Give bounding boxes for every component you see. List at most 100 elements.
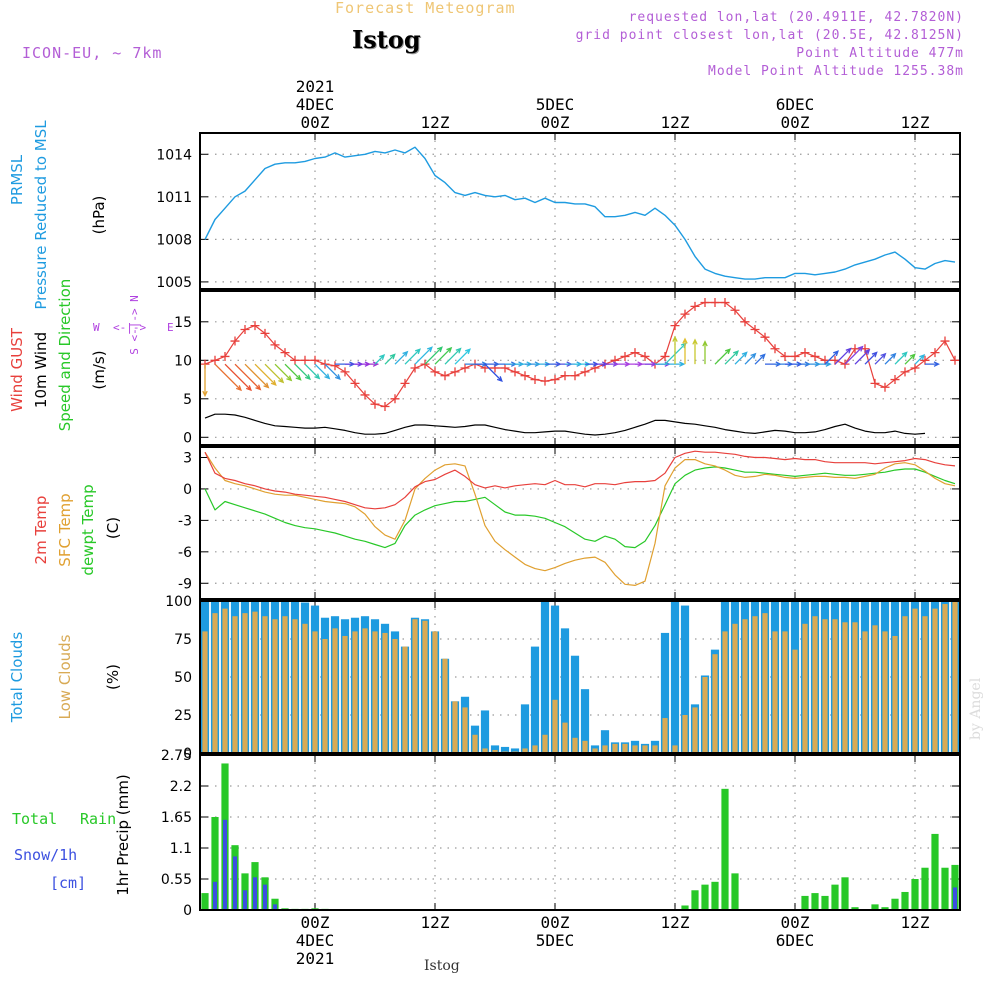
low-cloud-bar — [672, 745, 678, 753]
low-cloud-bar — [402, 646, 408, 753]
y-tick-label: 0.55 — [161, 872, 192, 888]
wind-direction-arrow — [894, 351, 908, 365]
gust-marker — [660, 351, 670, 361]
wind-direction-arrow — [692, 338, 698, 365]
bottom-date-label: 5DEC — [536, 931, 575, 950]
low-cloud-bar — [912, 608, 918, 753]
gust-marker — [460, 363, 470, 373]
rain-bar — [851, 907, 859, 910]
panel-frame-wind — [199, 290, 961, 446]
wind-direction-arrow — [304, 363, 321, 380]
wind-direction-arrow — [202, 364, 208, 398]
bottom-time-label: 12Z — [901, 913, 930, 932]
pressure-ylabel-1: PRMSL — [8, 154, 26, 205]
bottom-year-label: 2021 — [296, 949, 335, 968]
gust-marker — [230, 336, 240, 346]
compass-arrows: <-|-> — [113, 321, 146, 334]
temp-ylabel-dewpt: dewpt Temp — [79, 484, 97, 575]
pressure-line — [204, 146, 956, 280]
total-cloud-bar — [600, 730, 610, 753]
gust-marker — [350, 378, 360, 388]
sfc-temp-line — [204, 451, 956, 587]
compass-w: W — [93, 321, 100, 334]
gust-marker — [550, 375, 560, 385]
gust-marker — [500, 363, 510, 373]
low-cloud-bar — [702, 677, 708, 753]
wind-direction-arrow — [314, 363, 331, 380]
wind-direction-arrow — [394, 350, 409, 365]
low-cloud-bar — [852, 622, 858, 753]
wind-gust-line — [204, 301, 956, 408]
y-tick-label: 25 — [174, 708, 192, 724]
wind-direction-arrow — [702, 340, 708, 365]
y-tick-label: 0 — [183, 430, 192, 446]
wind-direction-arrow — [864, 351, 878, 365]
gust-marker — [670, 321, 680, 331]
gust-marker — [880, 382, 890, 392]
panel-frame-clouds — [199, 600, 961, 754]
gust-marker — [220, 351, 230, 361]
low-cloud-bar — [942, 604, 948, 753]
rain-bar — [841, 877, 849, 910]
top-time-label: 00Z — [781, 113, 810, 132]
y-tick-label: -3 — [178, 513, 192, 529]
gust-marker — [890, 375, 900, 385]
rain-bar — [691, 890, 699, 910]
y-tick-label: 0 — [183, 903, 192, 919]
low-cloud-bar — [362, 628, 368, 753]
gust-marker — [380, 402, 390, 411]
model-altitude: Model Point Altitude 1255.38m — [708, 64, 964, 79]
rain-bar — [921, 867, 929, 910]
gust-marker — [790, 351, 800, 361]
total-cloud-bar — [530, 646, 540, 753]
gust-marker — [720, 298, 730, 308]
rain-bar — [211, 817, 219, 910]
gust-marker — [450, 367, 460, 377]
total-cloud-bar — [570, 655, 580, 753]
gust-marker — [630, 348, 640, 358]
low-cloud-bar — [242, 613, 248, 753]
low-cloud-bar — [352, 631, 358, 753]
top-date-label: 5DEC — [536, 95, 575, 114]
temp-2m-line — [204, 450, 956, 510]
temp-ylabel-sfc: SFC Temp — [56, 493, 74, 566]
gust-marker — [390, 394, 400, 404]
requested-coords: requested lon,lat (20.4911E, 42.7820N) — [628, 10, 964, 25]
low-cloud-bar — [322, 639, 328, 753]
bottom-time-label: 12Z — [661, 913, 690, 932]
gust-marker — [730, 305, 740, 315]
low-cloud-bar — [752, 616, 758, 753]
rain-bar — [891, 898, 899, 910]
snow-bar — [273, 904, 277, 910]
y-tick-label: 50 — [174, 670, 192, 686]
gust-marker — [530, 375, 540, 385]
panel-frame-precip — [199, 754, 961, 911]
top-time-label: 12Z — [421, 113, 450, 132]
gust-marker — [440, 371, 450, 381]
wind-speed-line — [204, 413, 926, 436]
bottom-time-label: 00Z — [301, 913, 330, 932]
low-cloud-bar — [632, 745, 638, 753]
top-time-label: 12Z — [901, 113, 930, 132]
cloud-ylabel-total: Total Clouds — [8, 632, 26, 724]
low-cloud-bar — [802, 623, 808, 753]
wind-direction-arrow — [682, 337, 688, 365]
rain-bar — [201, 893, 209, 910]
low-cloud-bar — [762, 613, 768, 753]
gust-marker — [900, 367, 910, 377]
wind-direction-arrow — [404, 348, 421, 365]
bottom-time-label: 00Z — [541, 913, 570, 932]
low-cloud-bar — [882, 631, 888, 753]
low-cloud-bar — [312, 631, 318, 753]
rain-bar — [711, 881, 719, 910]
y-tick-label: 3 — [183, 450, 192, 466]
y-tick-label: -6 — [178, 545, 192, 561]
y-tick-label: 1014 — [156, 147, 192, 163]
low-cloud-bar — [732, 623, 738, 753]
low-cloud-bar — [412, 619, 418, 753]
gust-marker — [360, 390, 370, 400]
wind-direction-arrow — [264, 363, 285, 384]
low-cloud-bar — [382, 632, 388, 753]
wind-direction-arrow — [254, 363, 277, 386]
total-cloud-bar — [520, 704, 530, 753]
